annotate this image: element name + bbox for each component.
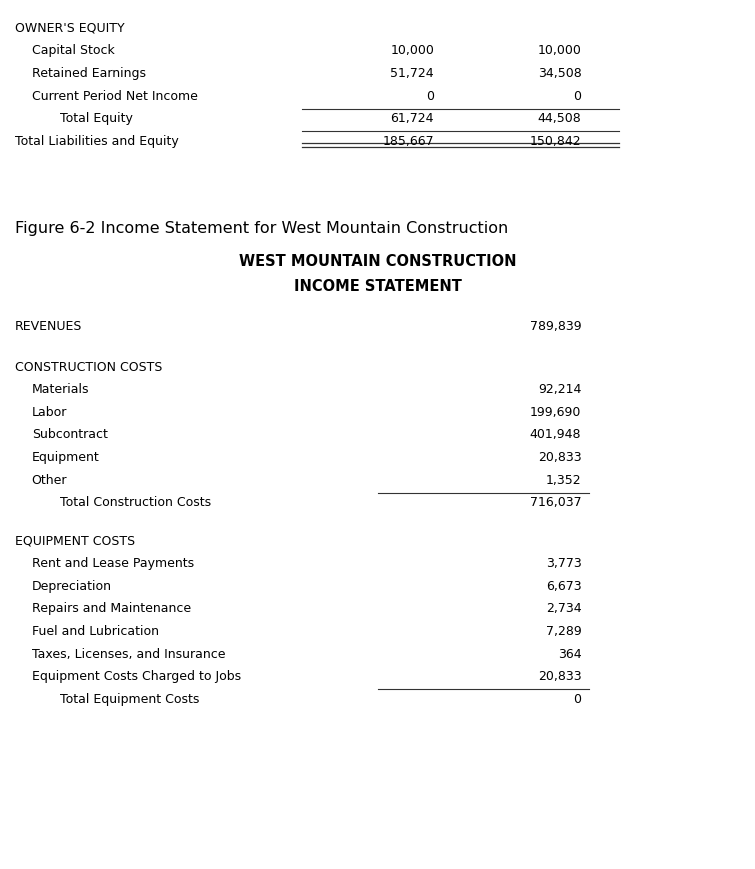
Text: 0: 0 xyxy=(573,90,581,103)
Text: Labor: Labor xyxy=(32,406,67,419)
Text: 44,508: 44,508 xyxy=(538,112,581,125)
Text: Repairs and Maintenance: Repairs and Maintenance xyxy=(32,602,191,615)
Text: REVENUES: REVENUES xyxy=(15,320,82,333)
Text: Total Equity: Total Equity xyxy=(48,112,133,125)
Text: Capital Stock: Capital Stock xyxy=(32,44,115,57)
Text: 0: 0 xyxy=(426,90,434,103)
Text: Depreciation: Depreciation xyxy=(32,580,112,593)
Text: Total Construction Costs: Total Construction Costs xyxy=(48,496,211,509)
Text: Equipment: Equipment xyxy=(32,451,100,464)
Text: 61,724: 61,724 xyxy=(390,112,434,125)
Text: Subcontract: Subcontract xyxy=(32,428,107,441)
Text: EQUIPMENT COSTS: EQUIPMENT COSTS xyxy=(15,534,135,547)
Text: Figure 6-2 Income Statement for West Mountain Construction: Figure 6-2 Income Statement for West Mou… xyxy=(15,221,508,235)
Text: 2,734: 2,734 xyxy=(546,602,581,615)
Text: Taxes, Licenses, and Insurance: Taxes, Licenses, and Insurance xyxy=(32,647,225,660)
Text: Total Liabilities and Equity: Total Liabilities and Equity xyxy=(15,135,179,148)
Text: Rent and Lease Payments: Rent and Lease Payments xyxy=(32,557,194,570)
Text: Other: Other xyxy=(32,474,67,487)
Text: 6,673: 6,673 xyxy=(546,580,581,593)
Text: OWNER'S EQUITY: OWNER'S EQUITY xyxy=(15,22,125,35)
Text: 51,724: 51,724 xyxy=(390,67,434,80)
Text: 92,214: 92,214 xyxy=(538,383,581,396)
Text: 3,773: 3,773 xyxy=(546,557,581,570)
Text: 364: 364 xyxy=(558,647,581,660)
Text: 789,839: 789,839 xyxy=(530,320,581,333)
Text: 1,352: 1,352 xyxy=(546,474,581,487)
Text: Materials: Materials xyxy=(32,383,89,396)
Text: WEST MOUNTAIN CONSTRUCTION: WEST MOUNTAIN CONSTRUCTION xyxy=(239,255,516,269)
Text: 34,508: 34,508 xyxy=(538,67,581,80)
Text: 401,948: 401,948 xyxy=(530,428,581,441)
Text: 0: 0 xyxy=(573,693,581,706)
Text: 7,289: 7,289 xyxy=(546,625,581,638)
Text: INCOME STATEMENT: INCOME STATEMENT xyxy=(294,279,461,295)
Text: CONSTRUCTION COSTS: CONSTRUCTION COSTS xyxy=(15,361,162,374)
Text: Equipment Costs Charged to Jobs: Equipment Costs Charged to Jobs xyxy=(32,670,241,683)
Text: Current Period Net Income: Current Period Net Income xyxy=(32,90,198,103)
Text: 716,037: 716,037 xyxy=(530,496,581,509)
Text: Retained Earnings: Retained Earnings xyxy=(32,67,146,80)
Text: 20,833: 20,833 xyxy=(538,670,581,683)
Text: 20,833: 20,833 xyxy=(538,451,581,464)
Text: 10,000: 10,000 xyxy=(538,44,581,57)
Text: Total Equipment Costs: Total Equipment Costs xyxy=(48,693,199,706)
Text: 150,842: 150,842 xyxy=(530,135,581,148)
Text: 10,000: 10,000 xyxy=(390,44,434,57)
Text: 185,667: 185,667 xyxy=(383,135,434,148)
Text: Fuel and Lubrication: Fuel and Lubrication xyxy=(32,625,159,638)
Text: 199,690: 199,690 xyxy=(530,406,581,419)
